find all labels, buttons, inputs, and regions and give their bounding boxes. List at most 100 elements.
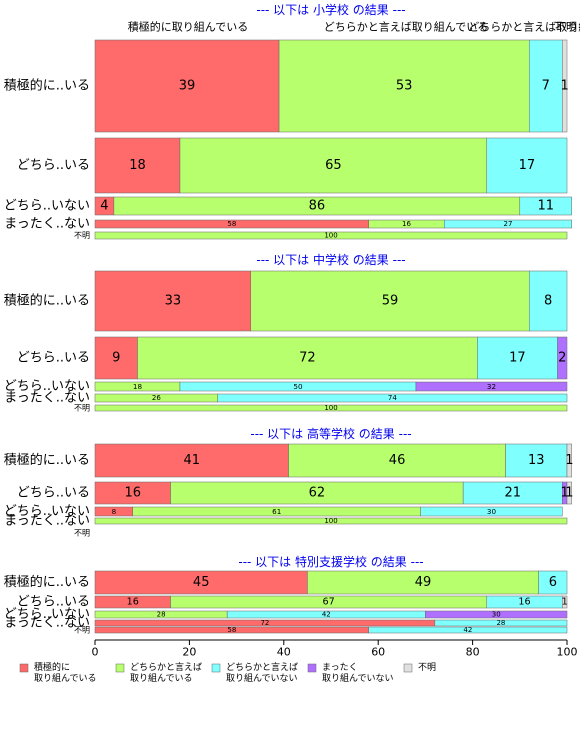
bar-segment	[250, 270, 530, 332]
row-label: どちら..いる	[17, 595, 90, 610]
column-header: どちらかと言えば取り組んでいる	[324, 21, 488, 34]
row-label: どちら..いない	[4, 504, 90, 519]
row-label: どちら..いる	[17, 351, 90, 366]
data-label: 59	[382, 294, 399, 309]
data-label: 2	[558, 351, 566, 366]
data-label: 26	[152, 394, 161, 402]
data-label: 8	[544, 294, 552, 309]
data-label: 18	[133, 382, 143, 391]
row-label: まったく..ない	[4, 391, 90, 406]
data-label: 16	[127, 597, 139, 608]
data-label: 50	[293, 382, 303, 391]
bar-segment	[217, 393, 568, 403]
bar-segment	[528, 270, 568, 332]
data-label: 30	[487, 507, 497, 516]
data-label: 28	[496, 619, 505, 627]
data-label: 7	[542, 79, 550, 94]
data-label: 27	[504, 220, 513, 228]
bar-segment	[566, 481, 572, 505]
data-label: 1	[565, 453, 573, 468]
data-label: 62	[309, 486, 326, 501]
column-header: 積極的に取り組んでいる	[128, 20, 248, 34]
bar-segment	[420, 506, 563, 517]
data-label: 28	[157, 611, 166, 619]
x-tick-label: 60	[371, 646, 385, 659]
data-label: 100	[324, 517, 337, 525]
data-label: 4	[100, 199, 108, 214]
bar-segment	[137, 336, 478, 380]
row-label: 積極的に..いる	[4, 452, 90, 468]
data-label: 42	[322, 611, 331, 619]
data-label: 9	[112, 351, 120, 366]
legend-label: 取り組んでいない	[226, 672, 298, 684]
row-label: 積極的に..いる	[4, 574, 90, 590]
bar-segment	[444, 219, 572, 229]
bar-segment	[368, 626, 568, 634]
legend-swatch	[19, 663, 29, 673]
bar-segment	[179, 137, 488, 194]
data-label: 16	[518, 597, 530, 608]
bar-segment	[566, 443, 572, 478]
data-label: 16	[402, 220, 411, 228]
data-label: 72	[260, 619, 269, 627]
legend-label: 取り組んでいない	[322, 672, 394, 684]
x-tick-label: 40	[277, 646, 291, 659]
row-label: まったく..ない	[4, 514, 90, 529]
row-label: まったく..ない	[4, 616, 90, 631]
data-label: 46	[389, 453, 406, 468]
bar-segment	[415, 381, 568, 392]
row-label: まったく..ない	[4, 217, 90, 232]
row-label: どちら..いない	[4, 199, 90, 214]
bar-segment	[519, 196, 572, 216]
column-header: 不明	[555, 21, 577, 34]
bar-segment	[94, 336, 138, 380]
row-label: 不明	[74, 529, 90, 538]
data-label: 61	[272, 507, 281, 516]
data-label: 17	[509, 351, 526, 366]
data-label: 100	[324, 232, 337, 240]
legend-swatch	[307, 663, 317, 673]
bar-segment	[288, 443, 506, 478]
data-label: 41	[183, 453, 200, 468]
bar-segment	[434, 619, 568, 627]
data-label: 18	[129, 158, 146, 173]
data-label: 67	[323, 597, 335, 608]
row-label: 不明	[74, 626, 90, 635]
row-label: 積極的に..いる	[4, 293, 90, 309]
bar-segment	[505, 443, 568, 478]
data-label: 58	[227, 626, 236, 634]
data-label: 74	[388, 394, 397, 402]
bar-segment	[94, 443, 289, 478]
panel-title: --- 以下は 特別支援学校 の結果 ---	[238, 554, 423, 569]
data-label: 17	[519, 158, 536, 173]
data-label: 65	[325, 158, 342, 173]
legend-label: まったく	[322, 662, 358, 673]
bar-segment	[486, 137, 568, 194]
bar-segment	[94, 404, 568, 412]
data-label: 21	[504, 486, 521, 501]
row-label: 積極的に..いる	[4, 78, 90, 94]
row-label: どちら..いない	[4, 379, 90, 394]
x-tick-label: 20	[182, 646, 196, 659]
bar-segment	[425, 610, 568, 619]
row-label: どちら..いる	[17, 486, 90, 501]
x-tick-label: 80	[466, 646, 480, 659]
bar-segment	[94, 231, 568, 240]
data-label: 1	[562, 597, 568, 608]
bar-segment	[94, 270, 252, 332]
row-label: どちら..いない	[4, 607, 90, 622]
data-label: 1	[560, 486, 568, 501]
legend-label: どちらかと言えば	[226, 661, 298, 673]
legend-swatch	[115, 663, 125, 673]
data-label: 72	[299, 351, 316, 366]
data-label: 1	[565, 486, 573, 501]
data-label: 13	[528, 453, 545, 468]
legend-swatch	[211, 663, 221, 673]
data-label: 6	[549, 575, 557, 590]
data-label: 45	[193, 575, 210, 590]
bar-segment	[562, 39, 568, 133]
data-label: 49	[415, 575, 432, 590]
bar-segment	[94, 517, 568, 525]
